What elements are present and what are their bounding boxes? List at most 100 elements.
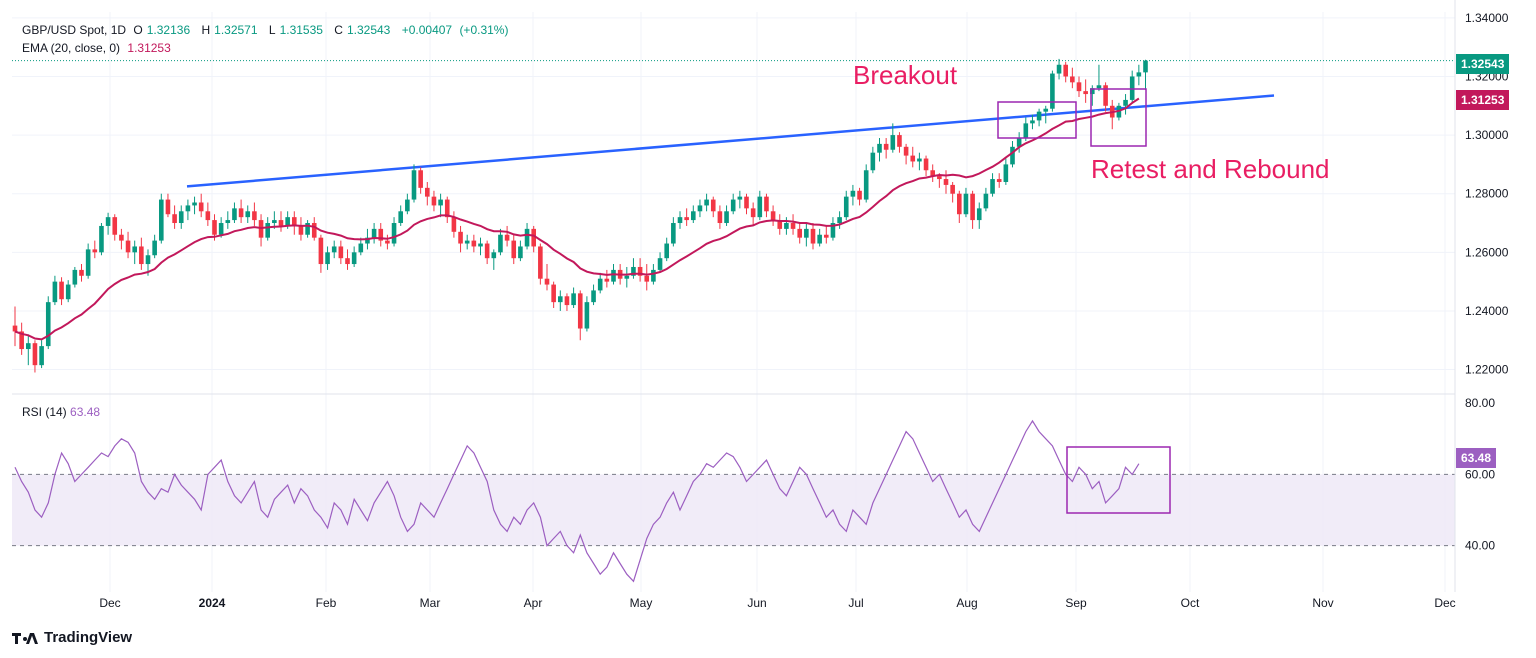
candle-body bbox=[212, 220, 217, 235]
candle-body bbox=[371, 228, 377, 238]
candle-body bbox=[325, 252, 330, 265]
candle-body bbox=[1030, 120, 1035, 124]
candle-body bbox=[205, 211, 211, 221]
candle-body bbox=[770, 211, 776, 221]
candle-body bbox=[850, 190, 856, 197]
candle-body bbox=[491, 252, 497, 259]
candle-body bbox=[272, 220, 277, 224]
candle-body bbox=[85, 249, 91, 276]
candle-body bbox=[691, 211, 696, 221]
candle-body bbox=[192, 202, 197, 206]
candle-body bbox=[185, 205, 191, 212]
close-label: C bbox=[334, 23, 343, 37]
rsi-legend: RSI (14) 63.48 bbox=[22, 405, 100, 419]
candle-body bbox=[784, 223, 789, 229]
candle-body bbox=[863, 170, 869, 200]
candle-body bbox=[1070, 76, 1075, 83]
trendline bbox=[186, 94, 1275, 188]
candle-body bbox=[405, 199, 410, 212]
low-value: 1.31535 bbox=[279, 23, 323, 37]
price-tick-label: 1.24000 bbox=[1465, 304, 1509, 318]
candle-body bbox=[730, 199, 736, 212]
candle-body bbox=[438, 199, 443, 206]
legend-high: H 1.32571 bbox=[201, 23, 261, 37]
candle-body bbox=[45, 302, 51, 347]
candle-body bbox=[923, 158, 929, 171]
price-tick-label: 1.28000 bbox=[1465, 187, 1509, 201]
candle-body bbox=[950, 184, 955, 194]
time-tick-label: Mar bbox=[420, 596, 441, 610]
candle-body bbox=[504, 234, 510, 241]
candle-body bbox=[930, 170, 935, 177]
price-tick-label: 1.22000 bbox=[1465, 363, 1509, 377]
candle-body bbox=[750, 208, 756, 218]
candle-body bbox=[172, 214, 177, 224]
tradingview-logo-icon bbox=[12, 631, 39, 645]
candle-body bbox=[577, 293, 583, 329]
candle-body bbox=[544, 278, 550, 285]
candle-body bbox=[551, 284, 556, 303]
candle-body bbox=[159, 199, 164, 241]
candle-body bbox=[431, 196, 437, 206]
candle-body bbox=[983, 193, 989, 209]
candle-body bbox=[757, 196, 763, 218]
rsi-tick-label: 60.00 bbox=[1465, 467, 1495, 481]
candle-body bbox=[717, 211, 723, 224]
candle-body bbox=[105, 217, 111, 226]
candle-body bbox=[338, 246, 344, 259]
candle-body bbox=[764, 196, 769, 212]
candle-body bbox=[597, 278, 603, 291]
time-tick-label: Jun bbox=[747, 596, 766, 610]
candle-body bbox=[218, 223, 224, 235]
candle-body bbox=[777, 220, 783, 229]
candle-body bbox=[331, 246, 337, 253]
candle-body bbox=[1143, 60, 1148, 73]
candle-body bbox=[897, 135, 902, 147]
candle-body bbox=[996, 179, 1002, 182]
time-tick-label: May bbox=[630, 596, 653, 610]
candle-body bbox=[976, 208, 982, 221]
candle-body bbox=[624, 275, 630, 279]
candle-body bbox=[285, 217, 290, 226]
candle-body bbox=[26, 343, 31, 350]
candle-body bbox=[631, 266, 636, 276]
candle-body bbox=[677, 217, 683, 224]
candle-body bbox=[1036, 111, 1042, 121]
candle-body bbox=[538, 246, 543, 279]
candle-body bbox=[265, 223, 270, 238]
candle-body bbox=[298, 225, 304, 235]
candle-body bbox=[1123, 99, 1128, 106]
candle-body bbox=[451, 217, 457, 232]
candle-body bbox=[238, 208, 244, 218]
candle-body bbox=[870, 152, 876, 171]
candle-body bbox=[604, 278, 610, 282]
time-tick-label: 2024 bbox=[199, 596, 226, 610]
candle-body bbox=[318, 237, 324, 265]
candle-body bbox=[1076, 82, 1082, 92]
candle-body bbox=[112, 217, 118, 235]
time-tick-label: Jul bbox=[848, 596, 863, 610]
candle-body bbox=[65, 284, 71, 300]
tradingview-brand[interactable]: TradingView bbox=[12, 629, 132, 646]
candle-body bbox=[943, 179, 949, 185]
legend-close: C 1.32543 bbox=[334, 23, 394, 37]
candle-body bbox=[697, 205, 703, 212]
candle-body bbox=[990, 179, 995, 194]
candle-body bbox=[1050, 73, 1055, 109]
legend-symbol: GBP/USD Spot, 1D bbox=[22, 23, 127, 37]
candle-body bbox=[591, 290, 596, 303]
candle-body bbox=[464, 240, 470, 244]
candle-body bbox=[1129, 76, 1135, 100]
candle-body bbox=[611, 269, 616, 282]
candle-body bbox=[225, 220, 231, 224]
brand-name: TradingView bbox=[44, 629, 133, 646]
candle-body bbox=[797, 228, 802, 238]
legend-low: L 1.31535 bbox=[269, 23, 327, 37]
candle-body bbox=[531, 228, 536, 247]
candle-body bbox=[498, 234, 503, 253]
candle-body bbox=[1003, 164, 1009, 182]
candle-body bbox=[198, 202, 204, 212]
candle-body bbox=[824, 234, 829, 238]
candle-body bbox=[518, 246, 523, 259]
candle-body bbox=[511, 240, 517, 259]
